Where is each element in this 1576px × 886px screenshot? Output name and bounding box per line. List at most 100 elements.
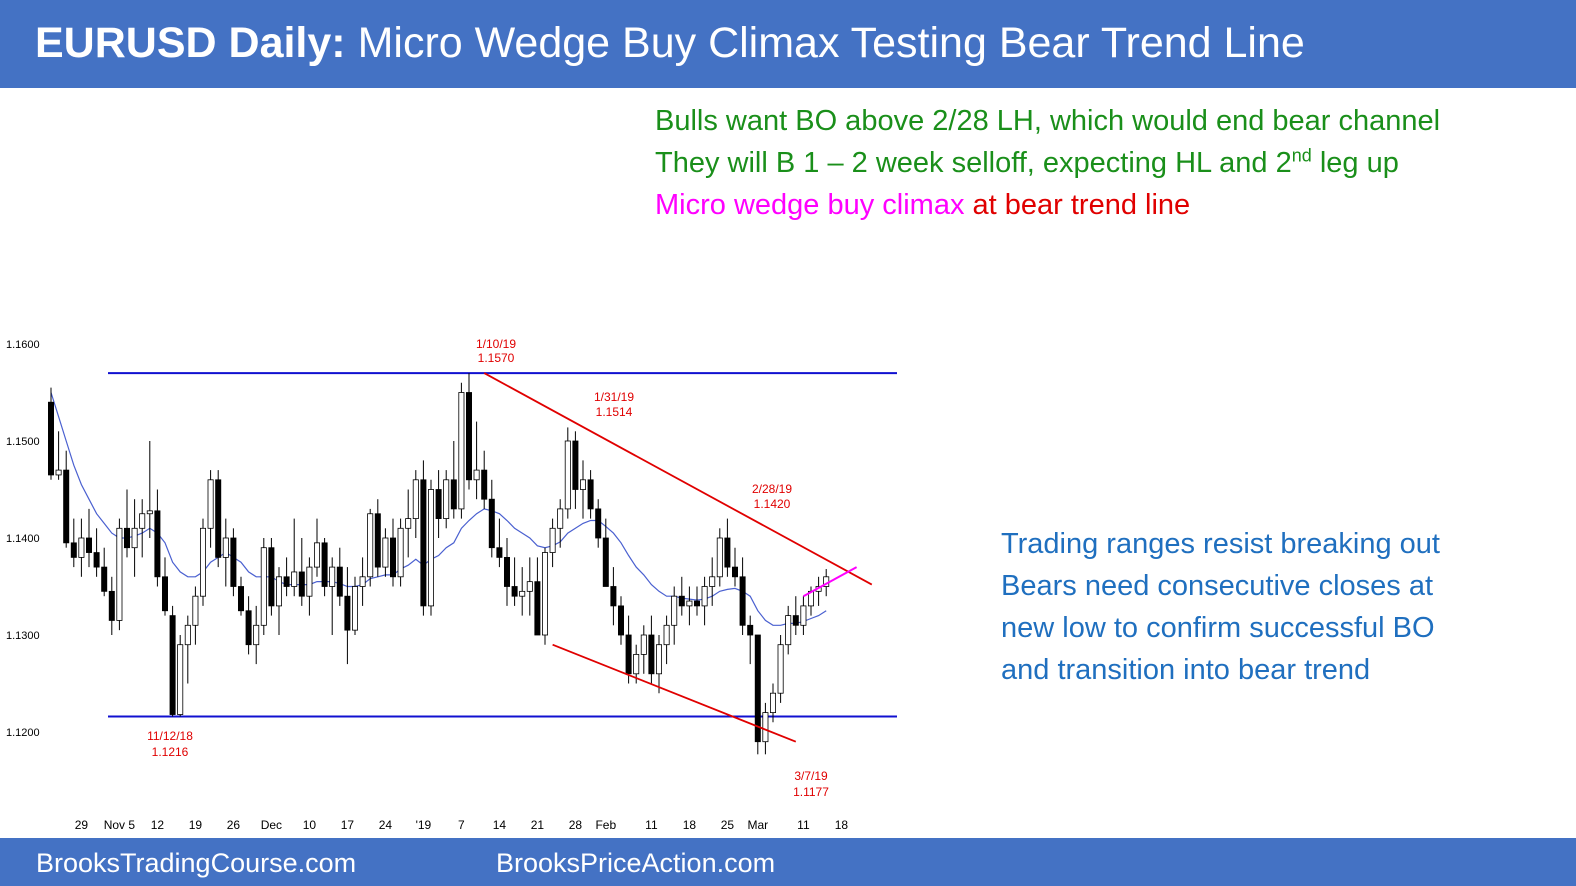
x-tick-label: 10 <box>303 818 317 832</box>
price-chart: 1.1600 1.1500 1.1400 1.1300 1.1200 29 Nov 5 12 1… <box>6 337 897 832</box>
bull-note-2-tail: leg up <box>1311 147 1399 179</box>
bull-candle <box>716 537 723 578</box>
bull-candle <box>686 600 693 607</box>
bull-candle <box>777 644 784 694</box>
bear-candle <box>298 571 305 597</box>
side-note-4: and transition into bear trend <box>1001 654 1371 686</box>
x-tick-label: 11 <box>797 818 810 832</box>
bear-candle <box>511 586 518 597</box>
side-note-2: Bears need consecutive closes at <box>1001 570 1434 602</box>
bear-candle <box>572 440 579 490</box>
bear-channel-line <box>552 643 797 743</box>
bull-candle <box>412 479 419 520</box>
x-tick-label: Mar <box>747 818 768 832</box>
footer-link-price-action[interactable]: BrooksPriceAction.com <box>496 848 776 878</box>
bear-candle <box>435 489 442 520</box>
bull-note-2-text: They will B 1 – 2 week selloff, expectin… <box>655 147 1292 179</box>
bull-candle <box>473 469 480 481</box>
bear-candle <box>230 537 237 587</box>
x-tick-label: 12 <box>151 818 165 832</box>
bull-candle <box>78 537 85 558</box>
y-tick-label: 1.1500 <box>6 436 40 448</box>
bear-candle <box>93 552 100 568</box>
annotation-date: 1/31/19 <box>594 390 634 404</box>
bull-candle <box>663 624 670 646</box>
x-tick-label: 18 <box>835 818 849 832</box>
bull-candle <box>306 566 313 597</box>
bear-candle <box>161 576 168 612</box>
x-tick-label: 14 <box>493 818 507 832</box>
bull-candle <box>405 518 412 529</box>
bear-candle <box>344 595 351 631</box>
title-description: Micro Wedge Buy Climax Testing Bear Tren… <box>345 19 1305 67</box>
annotation-price: 1.1570 <box>478 351 515 365</box>
bear-trend-line <box>483 372 873 586</box>
bull-candle <box>800 605 807 626</box>
bear-candle <box>465 392 472 481</box>
x-tick-label: 25 <box>721 818 735 832</box>
bear-candle <box>739 576 746 626</box>
x-tick-label: 19 <box>189 818 203 832</box>
annotation-price: 1.1514 <box>596 405 633 419</box>
x-tick-label: '19 <box>416 818 432 832</box>
bull-candle <box>184 624 191 646</box>
bear-candle <box>792 615 799 626</box>
footer-bar: BrooksTradingCourse.com BrooksPriceActio… <box>0 838 1576 886</box>
bull-candle <box>785 615 792 646</box>
bear-candle <box>678 595 685 607</box>
bear-candle <box>450 479 457 510</box>
bear-candle <box>63 469 70 544</box>
x-tick-label: 21 <box>531 818 545 832</box>
annotation-date: 1/10/19 <box>476 337 516 351</box>
title-bar: EURUSD Daily: Micro Wedge Buy Climax Tes… <box>0 0 1576 88</box>
bear-candle <box>321 542 328 587</box>
x-tick-label: 11 <box>645 818 658 832</box>
bear-candle <box>336 566 343 597</box>
bear-candle <box>496 547 503 558</box>
bear-candle <box>124 527 131 549</box>
bear-candle <box>754 634 761 743</box>
bear-candle <box>618 605 625 636</box>
annotation-price: 1.1177 <box>793 785 829 799</box>
footer-link-trading-course[interactable]: BrooksTradingCourse.com <box>36 848 357 878</box>
bull-candle <box>329 566 336 587</box>
micro-wedge-line <box>802 566 858 598</box>
bull-candle <box>116 527 123 621</box>
annotation-date: 11/12/18 <box>147 729 193 743</box>
bear-candle <box>215 479 222 558</box>
side-note-3: new low to confirm successful BO <box>1001 612 1435 644</box>
bear-candle <box>610 586 617 607</box>
bull-candle <box>199 527 206 597</box>
bear-candle <box>694 600 701 607</box>
bull-candle <box>564 440 571 510</box>
x-tick-label: 26 <box>227 818 241 832</box>
bull-candle <box>313 542 320 568</box>
bear-candle <box>169 615 176 715</box>
y-tick-label: 1.1200 <box>6 727 40 739</box>
bear-candle <box>595 508 602 539</box>
bull-candle <box>458 392 465 510</box>
bull-candle <box>671 595 678 626</box>
bull-candle <box>139 513 146 529</box>
bull-candle <box>656 644 663 675</box>
bull-candle <box>146 510 153 515</box>
bear-candle <box>108 590 115 621</box>
y-tick-label: 1.1600 <box>6 339 40 351</box>
bear-candle <box>534 581 541 636</box>
bull-candle <box>443 479 450 520</box>
bull-candle <box>519 590 526 597</box>
bull-candle <box>351 586 358 631</box>
bull-candle <box>131 527 138 549</box>
bear-candle <box>101 566 108 592</box>
bull-candle <box>382 537 389 568</box>
wedge-note: Micro wedge buy climax at bear trend lin… <box>655 184 1190 226</box>
bear-candle <box>283 576 290 587</box>
bull-candle <box>557 508 564 529</box>
title-symbol: EURUSD Daily: <box>35 19 346 67</box>
bull-candle <box>633 653 640 675</box>
bull-candle <box>397 527 404 578</box>
bear-candle <box>587 479 594 510</box>
bull-candle <box>770 692 777 714</box>
annotation-price: 1.1216 <box>152 745 189 759</box>
bear-candle <box>389 537 396 578</box>
